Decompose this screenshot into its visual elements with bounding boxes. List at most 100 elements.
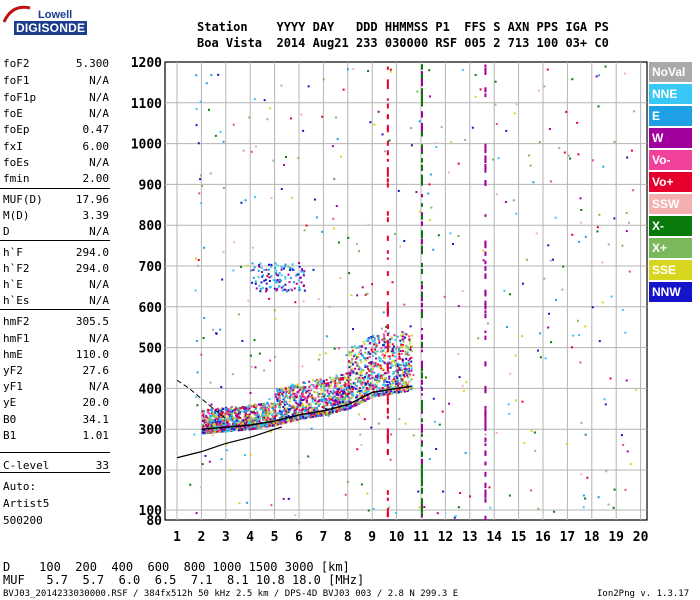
echo-point [226, 421, 229, 424]
echo-point [274, 266, 277, 269]
echo-point [284, 396, 287, 399]
echo-point [249, 428, 252, 431]
echo-point [288, 269, 291, 272]
echo-point [371, 340, 374, 343]
echo-point [404, 353, 407, 356]
echo-point [250, 269, 253, 272]
echo-point [282, 267, 285, 270]
echo-point [327, 397, 330, 400]
echo-point [359, 392, 362, 395]
echo-point [314, 387, 317, 390]
noise-point [196, 264, 199, 267]
echo-point [301, 395, 304, 398]
echo-point [384, 378, 387, 381]
noise-point [209, 381, 212, 384]
echo-point [295, 411, 298, 414]
noise-point [509, 293, 512, 296]
noise-point [582, 506, 585, 509]
noise-point [505, 129, 508, 132]
noise-point [395, 511, 398, 514]
echo-point [312, 385, 315, 388]
echo-point [293, 412, 296, 415]
echo-point [316, 381, 319, 384]
x-tick-label: 2 [197, 530, 205, 545]
echo-point [364, 382, 367, 385]
noise-point [255, 145, 258, 148]
noise-point [508, 494, 511, 497]
echo-point [275, 422, 278, 425]
echo-point [250, 421, 253, 424]
echo-point [237, 411, 240, 414]
echo-point [264, 422, 267, 425]
noise-point [321, 115, 324, 118]
echo-point [322, 380, 325, 383]
echo-point [352, 404, 355, 407]
electron-density-profile [176, 426, 283, 459]
echo-point [331, 406, 334, 409]
echo-point [385, 341, 388, 344]
echo-point [386, 372, 389, 375]
echo-point [404, 366, 407, 369]
echo-point [244, 413, 247, 416]
echo-point [214, 428, 217, 431]
echo-point [261, 402, 264, 405]
noise-point [388, 139, 391, 142]
echo-point [320, 380, 323, 383]
echo-point [371, 394, 374, 397]
echo-point [334, 382, 337, 385]
echo-point [380, 393, 383, 396]
noise-point [248, 116, 251, 119]
echo-point [265, 412, 268, 415]
echo-point [251, 425, 254, 428]
param-hmf1: hmF1 N/A [3, 332, 109, 348]
param-name: yF1 [3, 380, 23, 393]
echo-point [295, 407, 298, 410]
interference-streak [484, 482, 487, 489]
echo-point [397, 350, 400, 353]
y-tick-label: 1200 [131, 56, 162, 71]
noise-point [297, 157, 300, 160]
echo-point [257, 413, 260, 416]
echo-point [379, 392, 382, 395]
noise-point [307, 455, 310, 458]
echo-point [293, 399, 296, 402]
noise-point [415, 191, 418, 194]
echo-point [382, 344, 385, 347]
noise-point [204, 454, 207, 457]
echo-point [297, 390, 300, 393]
interference-streak [421, 215, 423, 220]
echo-point [334, 401, 337, 404]
echo-point [263, 408, 266, 411]
echo-point [389, 387, 392, 390]
interference-streak [421, 230, 423, 234]
noise-point [219, 328, 222, 331]
noise-point [539, 332, 542, 335]
noise-point [375, 389, 378, 392]
noise-point [579, 197, 582, 200]
distance-row: D 100 200 400 600 800 1000 1500 3000 [km… [3, 560, 350, 574]
echo-point [334, 379, 337, 382]
echo-point [376, 363, 379, 366]
noise-point [457, 353, 460, 356]
noise-point [465, 381, 468, 384]
echo-point [408, 338, 411, 341]
noise-point [628, 221, 631, 224]
echo-point [329, 409, 332, 412]
echo-point [248, 409, 251, 412]
noise-point [287, 265, 290, 268]
echo-point [352, 372, 355, 375]
noise-point [361, 286, 364, 289]
echo-point [218, 416, 221, 419]
echo-point [280, 268, 283, 271]
echo-point [408, 364, 411, 367]
interference-streak [421, 433, 423, 437]
echo-point [276, 398, 279, 401]
interference-streak [421, 238, 423, 245]
echo-point [289, 396, 292, 399]
echo-point [323, 385, 326, 388]
echo-point [205, 430, 208, 433]
echo-point [325, 408, 328, 411]
echo-point [373, 371, 376, 374]
echo-point [374, 378, 377, 381]
echo-point [311, 399, 314, 402]
